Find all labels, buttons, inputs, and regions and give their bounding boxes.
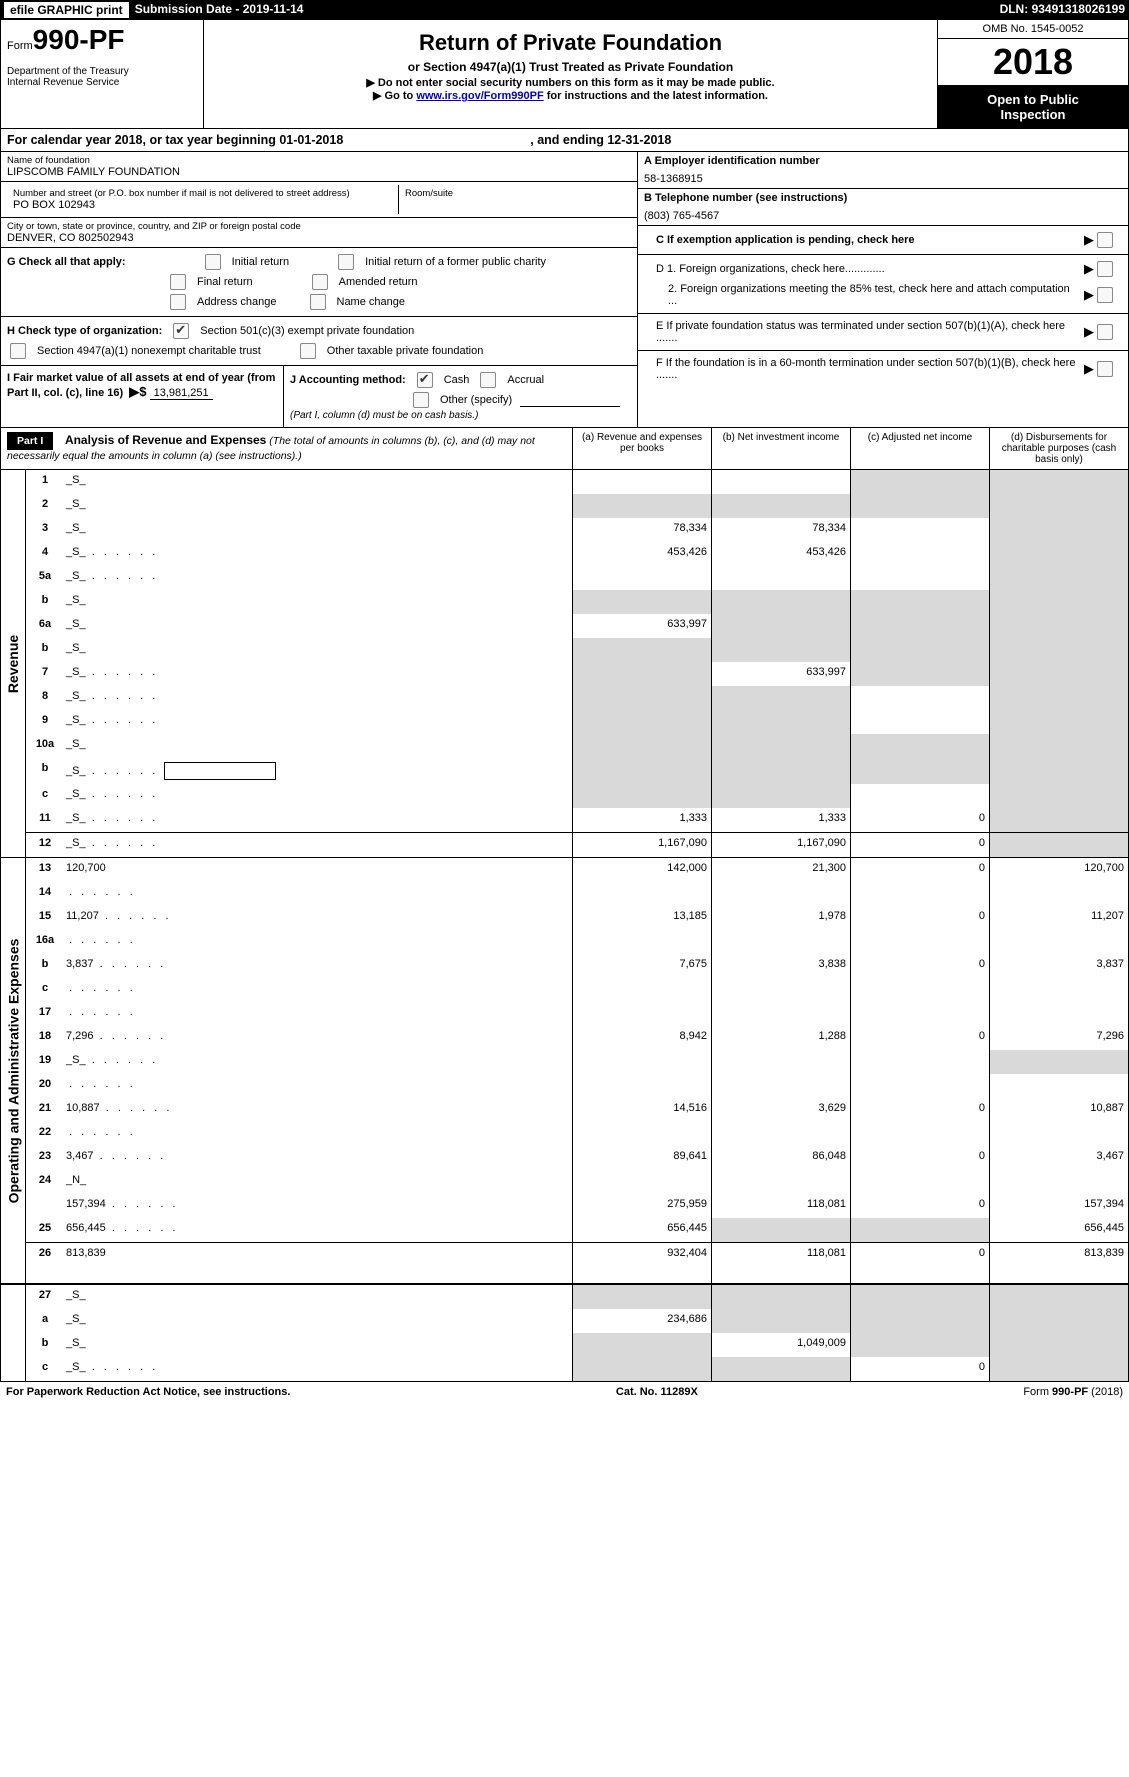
checkbox-other-taxable[interactable] bbox=[300, 343, 316, 359]
expenses-block: Operating and Administrative Expenses 13… bbox=[0, 858, 1129, 1284]
checkbox-d2[interactable] bbox=[1097, 287, 1113, 303]
table-row: 6a_S_633,997 bbox=[26, 614, 1128, 638]
submission-date: Submission Date - 2019-11-14 bbox=[135, 2, 304, 18]
table-row: 7_S_ . . . . . .633,997 bbox=[26, 662, 1128, 686]
fmv-value: 13,981,251 bbox=[150, 387, 213, 400]
ein: 58-1368915 bbox=[644, 173, 1122, 185]
table-row: b_S_1,049,009 bbox=[26, 1333, 1128, 1357]
table-row: 233,467 . . . . . .89,64186,04803,467 bbox=[26, 1146, 1128, 1170]
table-row: 24_N_ bbox=[26, 1170, 1128, 1194]
header-right: OMB No. 1545-0052 2018 Open to PublicIns… bbox=[938, 20, 1128, 128]
calendar-year-row: For calendar year 2018, or tax year begi… bbox=[0, 129, 1129, 152]
checkbox-d1[interactable] bbox=[1097, 261, 1113, 277]
table-row: 19_S_ . . . . . . bbox=[26, 1050, 1128, 1074]
checkbox-e[interactable] bbox=[1097, 324, 1113, 340]
col-a: (a) Revenue and expenses per books bbox=[572, 428, 711, 469]
checkbox-cash[interactable] bbox=[417, 372, 433, 388]
table-row: 4_S_ . . . . . .453,426453,426 bbox=[26, 542, 1128, 566]
table-row: 16a . . . . . . bbox=[26, 930, 1128, 954]
checkbox-4947[interactable] bbox=[10, 343, 26, 359]
table-row: b_S_ . . . . . . bbox=[26, 758, 1128, 784]
table-row: 8_S_ . . . . . . bbox=[26, 686, 1128, 710]
table-row: b_S_ bbox=[26, 638, 1128, 662]
table-row: c_S_ . . . . . . bbox=[26, 784, 1128, 808]
dln: DLN: 93491318026199 bbox=[1000, 2, 1125, 18]
foundation-name: LIPSCOMB FAMILY FOUNDATION bbox=[7, 166, 631, 178]
table-row: 5a_S_ . . . . . . bbox=[26, 566, 1128, 590]
table-row: 1511,207 . . . . . .13,1851,978011,207 bbox=[26, 906, 1128, 930]
table-row: 3_S_78,33478,334 bbox=[26, 518, 1128, 542]
table-row: 26813,839932,404118,0810813,839 bbox=[26, 1242, 1128, 1283]
table-row: 13120,700142,00021,3000120,700 bbox=[26, 858, 1128, 882]
checkbox-initial-former[interactable] bbox=[338, 254, 354, 270]
checkbox-accrual[interactable] bbox=[480, 372, 496, 388]
table-row: 10a_S_ bbox=[26, 734, 1128, 758]
entity-info: Name of foundation LIPSCOMB FAMILY FOUND… bbox=[0, 152, 1129, 428]
table-row: 2110,887 . . . . . .14,5163,629010,887 bbox=[26, 1098, 1128, 1122]
table-row: 187,296 . . . . . .8,9421,28807,296 bbox=[26, 1026, 1128, 1050]
table-row: a_S_234,686 bbox=[26, 1309, 1128, 1333]
page-footer: For Paperwork Reduction Act Notice, see … bbox=[0, 1382, 1129, 1402]
form-header: Form990-PF Department of the Treasury In… bbox=[0, 20, 1129, 129]
phone: (803) 765-4567 bbox=[644, 210, 1122, 222]
part1-header: Part I Analysis of Revenue and Expenses … bbox=[0, 428, 1129, 470]
form-title: Return of Private Foundation bbox=[212, 30, 929, 56]
top-bar: efile GRAPHIC print Submission Date - 20… bbox=[0, 0, 1129, 20]
table-row: 22 . . . . . . bbox=[26, 1122, 1128, 1146]
table-row: 20 . . . . . . bbox=[26, 1074, 1128, 1098]
table-row: 17 . . . . . . bbox=[26, 1002, 1128, 1026]
table-row: 11_S_ . . . . . .1,3331,3330 bbox=[26, 808, 1128, 832]
checkbox-f[interactable] bbox=[1097, 361, 1113, 377]
section-g: G Check all that apply: Initial return I… bbox=[1, 248, 637, 317]
table-row: 2_S_ bbox=[26, 494, 1128, 518]
line27-block: 27_S_a_S_234,686b_S_1,049,009c_S_ . . . … bbox=[0, 1284, 1129, 1382]
checkbox-address-change[interactable] bbox=[170, 294, 186, 310]
table-row: c . . . . . . bbox=[26, 978, 1128, 1002]
checkbox-name-change[interactable] bbox=[310, 294, 326, 310]
section-i: I Fair market value of all assets at end… bbox=[1, 366, 284, 427]
col-c: (c) Adjusted net income bbox=[850, 428, 989, 469]
checkbox-other-method[interactable] bbox=[413, 392, 429, 408]
checkbox-initial-return[interactable] bbox=[205, 254, 221, 270]
checkbox-501c3[interactable] bbox=[173, 323, 189, 339]
revenue-block: Revenue 1_S_2_S_3_S_78,33478,3344_S_ . .… bbox=[0, 470, 1129, 858]
city-state-zip: DENVER, CO 802502943 bbox=[7, 232, 631, 244]
table-row: 12_S_ . . . . . .1,167,0901,167,0900 bbox=[26, 832, 1128, 857]
table-row: 1_S_ bbox=[26, 470, 1128, 494]
checkbox-amended[interactable] bbox=[312, 274, 328, 290]
section-h: H Check type of organization: Section 50… bbox=[1, 317, 637, 366]
table-row: 27_S_ bbox=[26, 1285, 1128, 1309]
col-d: (d) Disbursements for charitable purpose… bbox=[989, 428, 1128, 469]
col-b: (b) Net investment income bbox=[711, 428, 850, 469]
checkbox-c[interactable] bbox=[1097, 232, 1113, 248]
efile-tag: efile GRAPHIC print bbox=[4, 2, 129, 18]
table-row: 157,394 . . . . . .275,959118,0810157,39… bbox=[26, 1194, 1128, 1218]
street-address: PO BOX 102943 bbox=[13, 199, 392, 211]
table-row: b_S_ bbox=[26, 590, 1128, 614]
table-row: c_S_ . . . . . .0 bbox=[26, 1357, 1128, 1381]
table-row: 25656,445 . . . . . .656,445656,445 bbox=[26, 1218, 1128, 1242]
table-row: 14 . . . . . . bbox=[26, 882, 1128, 906]
irs-link[interactable]: www.irs.gov/Form990PF bbox=[416, 90, 543, 102]
section-j: J Accounting method: Cash Accrual Other … bbox=[284, 366, 637, 427]
header-left: Form990-PF Department of the Treasury In… bbox=[1, 20, 204, 128]
checkbox-final-return[interactable] bbox=[170, 274, 186, 290]
header-center: Return of Private Foundation or Section … bbox=[204, 20, 938, 128]
table-row: 9_S_ . . . . . . bbox=[26, 710, 1128, 734]
table-row: b3,837 . . . . . .7,6753,83803,837 bbox=[26, 954, 1128, 978]
